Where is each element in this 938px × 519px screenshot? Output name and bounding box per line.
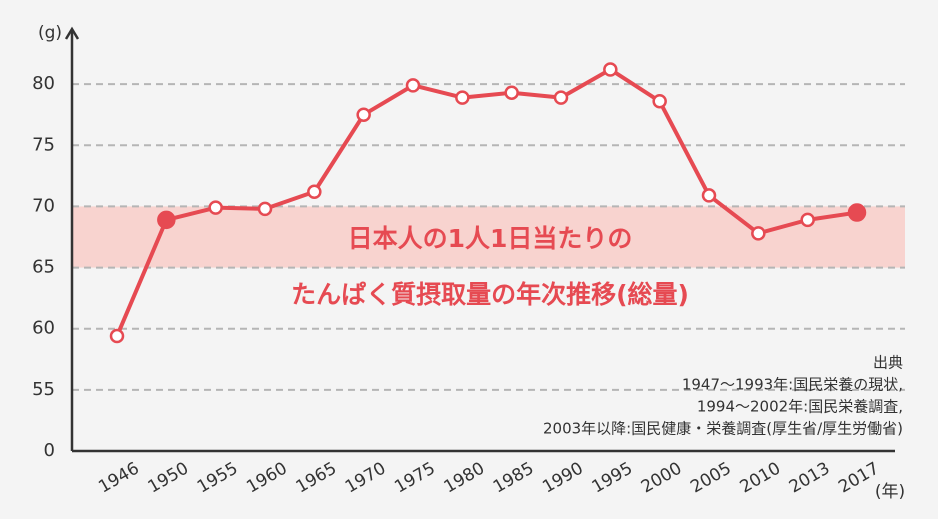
data-point: [652, 94, 667, 109]
data-point: [307, 184, 322, 200]
data-point: [157, 210, 176, 230]
y-tick-label: 75: [32, 134, 55, 155]
x-axis-label: (年): [875, 482, 905, 502]
data-point: [847, 203, 867, 222]
chart-title: 日本人の1人1日当たりの: [348, 224, 633, 253]
y-tick-label: 60: [32, 318, 55, 339]
data-point: [701, 188, 717, 203]
source-note: 2003年以降:国民健康・栄養調査(厚生省/厚生労働省): [543, 420, 903, 438]
data-point: [800, 212, 815, 228]
source-note: 1994〜2002年:国民栄養調査,: [697, 398, 903, 416]
data-point: [603, 62, 618, 77]
y-tick-label: 80: [32, 73, 55, 94]
y-axis-arrow: [64, 26, 80, 40]
y-tick-label: 0: [44, 440, 55, 461]
data-point: [504, 85, 519, 100]
data-point: [405, 78, 421, 93]
data-point: [257, 201, 273, 217]
data-point: [751, 226, 766, 241]
source-note: 出典: [873, 354, 903, 372]
chart-title: たんぱく質摂取量の年次推移(総量): [291, 280, 689, 309]
y-tick-label: 65: [32, 257, 55, 278]
data-point: [208, 200, 223, 215]
data-point: [455, 90, 470, 105]
data-point: [356, 107, 371, 122]
data-point: [109, 328, 125, 344]
y-tick-label: 55: [32, 379, 55, 400]
data-line: [115, 67, 858, 337]
data-point: [553, 90, 569, 105]
reference-band: [72, 206, 905, 268]
y-axis-label: (g): [38, 23, 62, 43]
source-note: 1947〜1993年:国民栄養の現状,: [682, 376, 903, 394]
y-tick-label: 70: [32, 195, 55, 216]
